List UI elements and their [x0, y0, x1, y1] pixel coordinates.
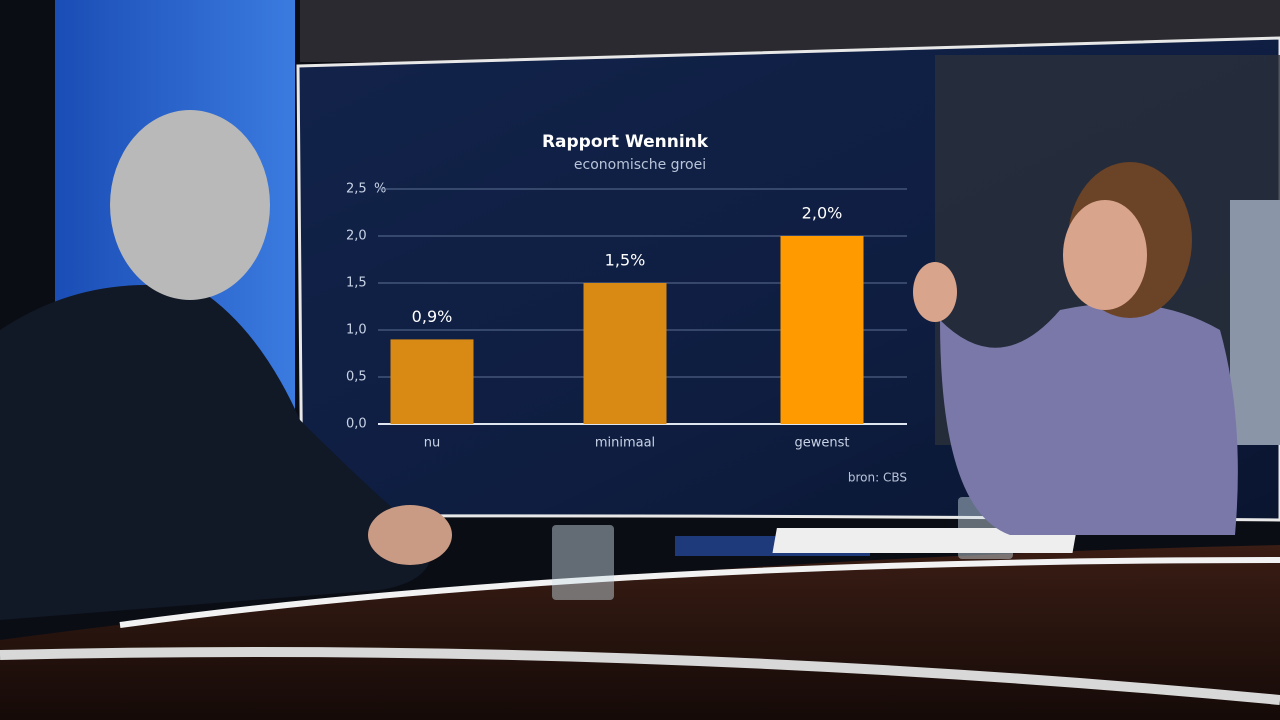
y-tick-label: 1,0 — [346, 323, 367, 338]
papers — [772, 528, 1077, 553]
chart: Rapport Wennink economische groei % bron… — [346, 132, 907, 485]
guest-hands — [368, 505, 452, 565]
bar — [583, 283, 667, 424]
chart-subtitle: economische groei — [574, 157, 706, 173]
chart-title: Rapport Wennink — [542, 132, 709, 152]
x-tick-label: minimaal — [595, 436, 655, 451]
data-label: 0,9% — [412, 307, 453, 326]
y-tick-label: 0,0 — [346, 417, 367, 432]
y-tick-label: 2,5 — [346, 182, 367, 197]
y-tick-label: 2,0 — [346, 229, 367, 244]
presenter-body — [940, 303, 1238, 535]
presenter-face — [1063, 200, 1147, 310]
x-tick-label: nu — [424, 436, 440, 451]
data-label: 1,5% — [605, 251, 646, 270]
water-glass — [552, 525, 614, 600]
guest-body — [0, 285, 432, 620]
x-tick-label: gewenst — [795, 436, 850, 451]
y-tick-label: 1,5 — [346, 276, 367, 291]
presenter-hand — [913, 262, 957, 322]
desk-front-light — [0, 647, 1280, 705]
y-tick-label: 0,5 — [346, 370, 367, 385]
bar — [390, 339, 474, 424]
bar — [780, 236, 864, 424]
desk-edge-light — [119, 557, 1280, 628]
guest-head — [110, 110, 270, 300]
data-label: 2,0% — [802, 204, 843, 223]
photo-street — [1230, 200, 1280, 445]
source-note: bron: CBS — [848, 471, 907, 485]
